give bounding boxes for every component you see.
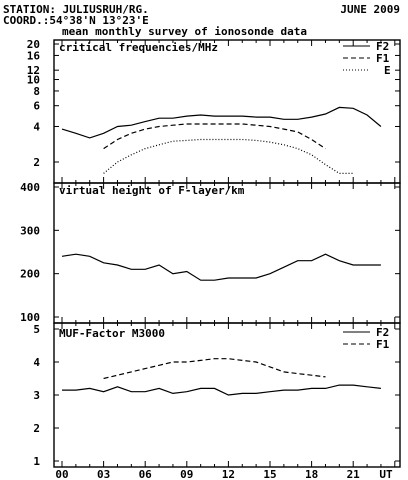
legend-label-f1: F1 xyxy=(376,52,390,65)
y-tick-label: 16 xyxy=(27,49,41,62)
legend-label-f2: F2 xyxy=(376,40,389,53)
y-tick-label: 300 xyxy=(20,224,40,237)
y-tick-label: 12 xyxy=(27,64,40,77)
y-tick-label: 1 xyxy=(33,455,40,468)
series-line-f1-panel1 xyxy=(103,123,326,150)
x-tick-label: 00 xyxy=(55,468,68,480)
panel2-frame xyxy=(53,182,401,324)
y-tick-label: 8 xyxy=(33,85,40,98)
y-tick-label: 2 xyxy=(33,422,40,435)
y-tick-label: 2 xyxy=(33,156,40,169)
station-label: STATION: JULIUSRUH/RG. xyxy=(3,3,149,16)
legend-label-e: E xyxy=(384,64,391,77)
series-line-f2-panel1 xyxy=(61,106,382,139)
y-tick-label: 4 xyxy=(33,120,40,133)
x-tick-label: UT xyxy=(379,468,393,480)
series-line-hf-panel2 xyxy=(61,253,381,281)
panel1-title: critical frequencies/MHz xyxy=(59,41,218,54)
y-tick-label: 200 xyxy=(20,268,40,281)
panel3-title: MUF-Factor M3000 xyxy=(59,327,165,340)
legend3-label-f1: F1 xyxy=(376,338,390,351)
date-label: JUNE 2009 xyxy=(340,3,400,16)
panel3-frame xyxy=(53,322,401,468)
subtitle: mean monthly survey of ionosonde data xyxy=(62,25,307,38)
panel1-frame xyxy=(53,39,401,184)
x-tick-label: 06 xyxy=(139,468,153,480)
y-tick-label: 20 xyxy=(27,38,40,51)
series-line-f1-panel3 xyxy=(103,358,326,380)
coord-label: COORD.:54°38'N 13°23'E xyxy=(3,14,149,27)
series-line-f2-panel3 xyxy=(62,384,381,396)
y-tick-label: 400 xyxy=(20,181,40,194)
x-tick-label: 21 xyxy=(347,468,361,480)
legend3-label-f2: F2 xyxy=(376,326,389,339)
panel2-title: virtual height of F-layer/km xyxy=(59,184,245,197)
y-tick-label: 100 xyxy=(20,311,40,324)
x-tick-label: 18 xyxy=(305,468,318,480)
y-tick-label: 10 xyxy=(27,74,40,87)
x-tick-label: 12 xyxy=(222,468,235,480)
x-tick-label: 09 xyxy=(180,468,193,480)
y-tick-label: 5 xyxy=(33,323,40,336)
y-tick-label: 3 xyxy=(33,389,40,402)
x-tick-label: 03 xyxy=(97,468,110,480)
y-tick-label: 6 xyxy=(33,100,40,113)
series-line-e-panel1 xyxy=(103,138,354,174)
y-tick-label: 4 xyxy=(33,356,40,369)
x-tick-label: 15 xyxy=(263,468,276,480)
